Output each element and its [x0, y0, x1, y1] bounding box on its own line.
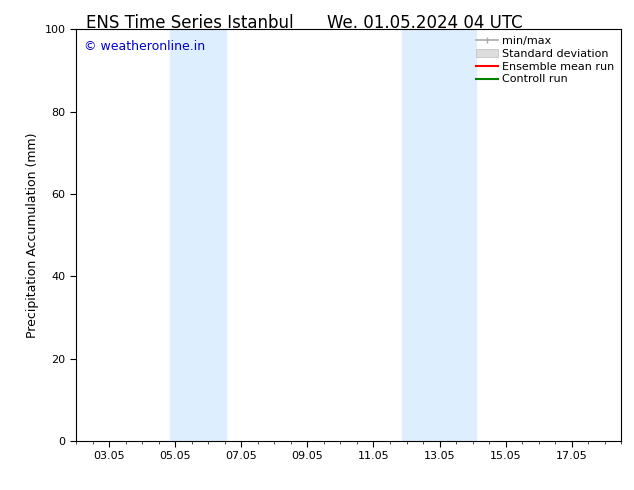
- Bar: [401, 29, 476, 441]
- Text: © weatheronline.in: © weatheronline.in: [84, 40, 205, 53]
- Bar: [171, 29, 226, 441]
- Legend: min/max, Standard deviation, Ensemble mean run, Controll run: min/max, Standard deviation, Ensemble me…: [472, 33, 618, 88]
- Y-axis label: Precipitation Accumulation (mm): Precipitation Accumulation (mm): [26, 132, 39, 338]
- Text: We. 01.05.2024 04 UTC: We. 01.05.2024 04 UTC: [327, 14, 522, 32]
- Text: ENS Time Series Istanbul: ENS Time Series Istanbul: [86, 14, 294, 32]
